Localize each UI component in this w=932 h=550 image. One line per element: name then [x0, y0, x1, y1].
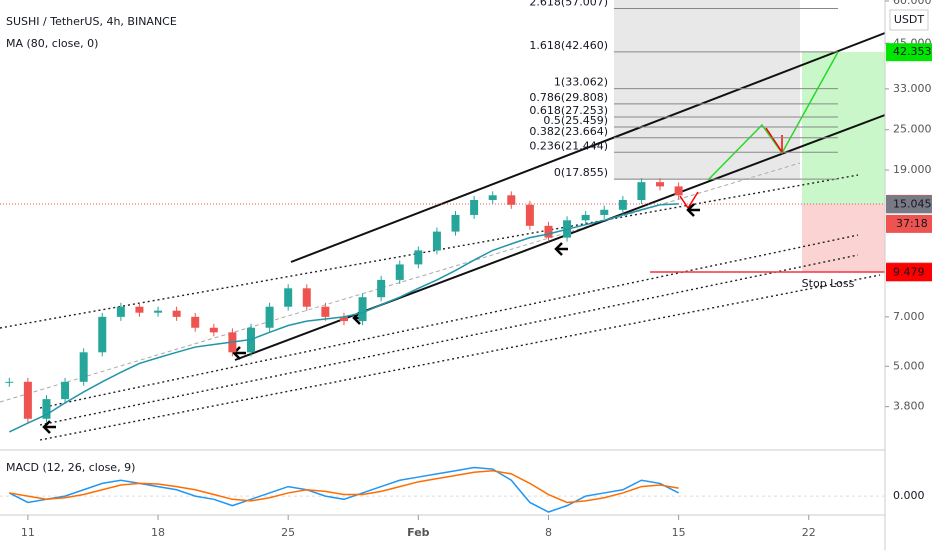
candle	[5, 381, 14, 383]
candle	[284, 288, 293, 307]
axes: 3.8005.0007.00019.00025.00033.00045.0006…	[21, 0, 932, 539]
candle	[414, 250, 423, 265]
price-label-box	[886, 195, 932, 214]
y-tick-label: 5.000	[893, 359, 925, 372]
candle	[191, 316, 200, 328]
candle	[637, 182, 646, 200]
x-tick-label: 25	[281, 526, 295, 539]
candle	[544, 225, 553, 238]
currency-box	[889, 9, 929, 31]
macd-title: MACD (12, 26, close, 9)	[6, 461, 135, 474]
candle	[154, 310, 163, 313]
candle	[302, 288, 311, 307]
price-label: 42.353	[893, 45, 932, 58]
candle	[42, 399, 51, 419]
x-tick-label: 18	[151, 526, 165, 539]
price-label: 9.479	[893, 265, 925, 278]
y-tick-label: 7.000	[893, 310, 925, 323]
x-tick-label: 11	[21, 526, 35, 539]
fib-label: 1(33.062)	[554, 76, 608, 89]
candle	[432, 231, 441, 251]
candle	[116, 306, 125, 317]
candle	[321, 306, 330, 317]
x-tick-label: 22	[802, 526, 816, 539]
candle	[79, 352, 88, 382]
layout	[0, 0, 886, 550]
annotation: Stop Loss	[802, 277, 855, 290]
chart-title: SUSHI / TetherUS, 4h, BINANCE	[6, 15, 177, 28]
price-label: 15.045	[893, 197, 932, 210]
candle	[339, 316, 348, 322]
channel-dotted	[0, 174, 881, 441]
candle	[377, 279, 386, 298]
y-tick-label: 19.000	[893, 163, 932, 176]
macd-tick-label: 0.000	[893, 489, 925, 502]
candle	[23, 381, 32, 419]
y-tick-label: 25.000	[893, 123, 932, 136]
candle	[135, 306, 144, 313]
candle	[674, 186, 683, 196]
candle	[525, 204, 534, 226]
fib-box	[614, 0, 800, 180]
candle	[470, 199, 479, 215]
x-tick-label: 15	[672, 526, 686, 539]
macd-line	[8, 466, 679, 513]
x-tick-label: 8	[545, 526, 552, 539]
candle	[98, 316, 107, 353]
red-path	[679, 191, 699, 210]
fib-label: 0.382(23.664)	[529, 125, 608, 138]
currency: USDT	[894, 13, 925, 26]
candle	[618, 199, 627, 210]
candle	[488, 195, 497, 200]
candle	[61, 381, 70, 400]
y-tick-label: 60.000	[893, 0, 932, 7]
candle	[265, 306, 274, 328]
fib-label: 0(17.855)	[554, 166, 608, 179]
y-tick-label: 33.000	[893, 82, 932, 95]
y-tick-label: 3.800	[893, 400, 925, 413]
candle	[172, 310, 181, 317]
fib-label: 1.618(42.460)	[529, 39, 608, 52]
candle	[395, 264, 404, 280]
candle	[581, 214, 590, 221]
countdown: 37:18	[896, 217, 928, 230]
candle	[358, 297, 367, 322]
candle	[209, 327, 218, 333]
ma-line	[8, 203, 679, 433]
countdown-box	[886, 214, 932, 233]
fib-label: 0.618(27.253)	[529, 104, 608, 117]
candle	[656, 182, 665, 187]
fib-label: 0.5(25.459)	[543, 114, 608, 127]
fib-label: 0.236(21.444)	[529, 139, 608, 152]
candle	[507, 195, 516, 205]
price-label-box	[886, 43, 932, 62]
price-label-box	[886, 263, 932, 282]
macd-line	[9, 469, 679, 504]
x-tick-label: Feb	[407, 526, 430, 539]
fib-label: 0.786(29.808)	[529, 91, 608, 104]
candle	[600, 209, 609, 215]
candle	[451, 214, 460, 232]
fib-label: 2.618(57.007)	[529, 0, 608, 9]
indicator-label: MA (80, close, 0)	[6, 37, 98, 50]
mid-line	[0, 162, 801, 403]
target-zone	[802, 52, 885, 204]
